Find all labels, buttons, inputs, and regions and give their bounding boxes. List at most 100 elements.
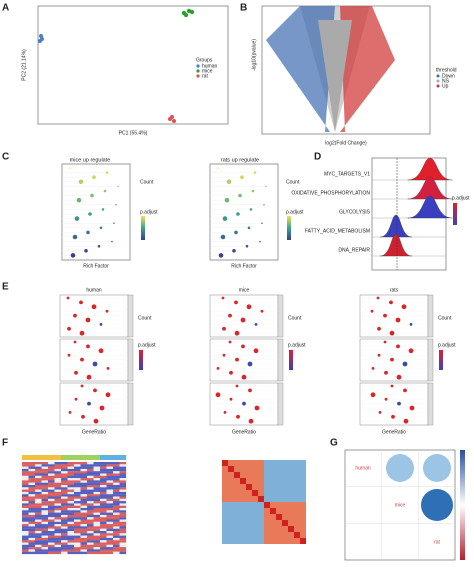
group-title: rats [390, 287, 399, 293]
heat-cell [61, 498, 68, 502]
heat-cell [246, 478, 252, 484]
heat-cell [264, 496, 270, 502]
heat-cell [240, 538, 246, 544]
heat-cell [119, 482, 127, 486]
heat-cell [258, 466, 264, 472]
heat-cell [93, 549, 101, 552]
heat-cell [48, 544, 55, 548]
heat-cell [61, 512, 68, 515]
heat-cell [61, 505, 68, 509]
heat-cell [100, 551, 107, 555]
heat-cell [61, 521, 68, 525]
dot [383, 313, 387, 318]
plot-title: mice up regulate [70, 157, 111, 163]
heat-cell [54, 503, 62, 506]
heat-cell [246, 508, 252, 514]
heat-cell [288, 502, 294, 508]
heat-cell [264, 502, 270, 508]
dot [221, 296, 225, 300]
heat-cell [288, 508, 294, 514]
heat-cell [93, 462, 101, 465]
heat-cell [100, 485, 107, 488]
legend-title: threshold [436, 67, 457, 73]
heat-cell [252, 514, 258, 520]
heat-cell [240, 490, 246, 496]
plot-frame [344, 449, 456, 561]
heat-cell [22, 494, 29, 497]
legend-label: rat [202, 73, 208, 79]
panel-letter: E [2, 282, 9, 293]
heat-cell [300, 466, 306, 472]
heat-cell [35, 487, 42, 490]
heat-cell [113, 510, 120, 513]
heat-cell [87, 519, 94, 522]
dot [223, 411, 227, 414]
heat-cell [113, 542, 120, 545]
heat-cell [270, 484, 276, 490]
dot [229, 370, 233, 375]
heat-cell [35, 517, 42, 520]
heat-cell [48, 462, 55, 465]
heat-cell [234, 532, 240, 538]
heat-cell [61, 475, 68, 479]
heat-cell [22, 468, 29, 472]
dot [383, 340, 387, 344]
heat-cell [41, 512, 49, 515]
heat-cell [41, 464, 49, 467]
heat-cell [61, 533, 68, 536]
corr-label: rat [434, 539, 440, 545]
facet-strip [427, 294, 434, 338]
heat-cell [67, 528, 75, 532]
heat-cell [87, 491, 94, 495]
heat-cell [74, 501, 81, 504]
heat-cell [35, 503, 42, 506]
facet-frame [209, 294, 279, 338]
heat-cell [28, 496, 36, 499]
heat-cell [35, 549, 42, 552]
heat-cell [80, 510, 88, 513]
heat-cell [106, 524, 114, 527]
heat-cell [22, 535, 29, 538]
heat-cell [74, 524, 81, 527]
heat-cell [106, 517, 114, 520]
heat-cell [28, 505, 36, 509]
dot [101, 208, 105, 211]
legend-title: p.adjust [452, 195, 470, 201]
dot [76, 197, 82, 203]
heat-cell [35, 485, 42, 488]
heat-cell [93, 489, 101, 492]
heat-cell [119, 505, 127, 509]
heat-cell [246, 526, 252, 532]
heat-cell [288, 472, 294, 478]
annotation [61, 455, 68, 460]
heat-cell [100, 537, 107, 541]
heat-cell [54, 482, 62, 486]
heat-cell [113, 480, 120, 483]
heat-cell [106, 519, 114, 522]
heat-cell [54, 485, 62, 488]
heat-cell [54, 491, 62, 495]
heat-cell [300, 484, 306, 490]
facet-strip [127, 338, 134, 382]
heat-cell [28, 517, 36, 520]
heat-cell [93, 535, 101, 538]
dot [265, 185, 267, 188]
heat-cell [28, 491, 36, 495]
heatmap [222, 460, 306, 544]
heat-cell [100, 549, 107, 552]
heat-cell [276, 466, 282, 472]
dot [401, 304, 407, 310]
heat-cell [246, 520, 252, 526]
heat-cell [87, 473, 94, 476]
heat-cell [61, 514, 68, 518]
heat-cell [276, 520, 282, 526]
heat-cell [22, 540, 29, 543]
dot [86, 374, 92, 380]
legend-title: Groups [196, 57, 213, 63]
heat-cell [35, 475, 42, 479]
heat-cell [282, 520, 288, 526]
dot [228, 340, 232, 344]
heat-cell [35, 489, 42, 492]
heat-cell [119, 478, 127, 481]
heat-cell [35, 466, 42, 469]
